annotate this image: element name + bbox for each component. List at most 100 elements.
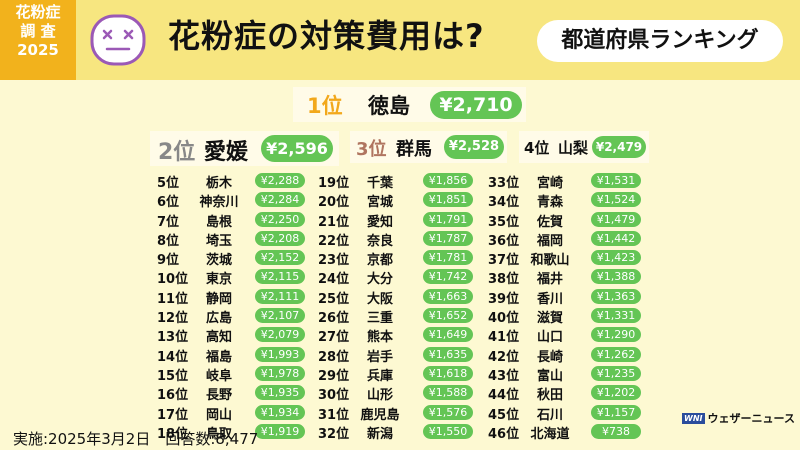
prefecture-name: 鳥取 bbox=[205, 426, 232, 442]
rank-number: 28位 bbox=[318, 349, 350, 365]
rank-4-label: 4位 bbox=[524, 139, 550, 157]
rank-3-label: 3位 bbox=[356, 139, 387, 160]
rank-3-pref: 群馬 bbox=[396, 139, 432, 160]
rank-1-value: ¥2,710 bbox=[430, 91, 522, 119]
cost-value-pill: ¥1,157 bbox=[591, 404, 641, 420]
prefecture-name: 富山 bbox=[536, 368, 563, 384]
cost-value-pill: ¥1,935 bbox=[255, 385, 305, 401]
dizzy-face-icon bbox=[90, 14, 146, 66]
rank-number: 16位 bbox=[157, 388, 189, 404]
cost-value-pill: ¥2,079 bbox=[255, 327, 305, 343]
rank-number: 32位 bbox=[318, 426, 350, 442]
prefecture-name: 高知 bbox=[205, 330, 232, 346]
cost-value-pill: ¥1,235 bbox=[591, 365, 641, 381]
cost-value-pill: ¥1,791 bbox=[423, 211, 473, 227]
prefecture-name: 佐賀 bbox=[536, 214, 563, 230]
cost-value-pill: ¥1,363 bbox=[591, 288, 641, 304]
badge-line-1: 花粉症 bbox=[15, 3, 61, 21]
prefecture-name: 愛知 bbox=[366, 214, 393, 230]
badge-line-2: 調 査 bbox=[20, 22, 56, 40]
rank-4-pref: 山梨 bbox=[558, 139, 589, 157]
weathernews-logo: WNI ウェザーニュース bbox=[682, 410, 795, 426]
cost-value-pill: ¥738 bbox=[591, 423, 641, 439]
prefecture-name: 福井 bbox=[536, 272, 563, 288]
logo-text: ウェザーニュース bbox=[707, 412, 795, 425]
cost-value-pill: ¥1,919 bbox=[255, 423, 305, 439]
cost-value-pill: ¥1,742 bbox=[423, 269, 473, 285]
cost-value-pill: ¥1,262 bbox=[591, 346, 641, 362]
survey-info: 実施:2025年3月2日 回答数:8,477 bbox=[13, 430, 259, 448]
cost-value-pill: ¥1,388 bbox=[591, 269, 641, 285]
prefecture-name: 岡山 bbox=[205, 407, 232, 423]
cost-value-pill: ¥1,423 bbox=[591, 250, 641, 266]
prefecture-name: 島根 bbox=[205, 214, 232, 230]
rank-number: 46位 bbox=[488, 426, 520, 442]
rank-number: 21位 bbox=[318, 214, 350, 230]
rank-number: 41位 bbox=[488, 330, 520, 346]
rank-number: 34位 bbox=[488, 195, 520, 211]
ranking-label: 都道府県ランキング bbox=[537, 20, 783, 62]
cost-value-pill: ¥1,588 bbox=[423, 385, 473, 401]
rank-number: 45位 bbox=[488, 407, 520, 423]
rank-number: 27位 bbox=[318, 330, 350, 346]
survey-badge: 花粉症 調 査 2025 bbox=[0, 0, 76, 80]
rank-number: 30位 bbox=[318, 388, 350, 404]
cost-value-pill: ¥1,993 bbox=[255, 346, 305, 362]
rank-number: 40位 bbox=[488, 311, 520, 327]
prefecture-name: 和歌山 bbox=[530, 253, 570, 269]
prefecture-name: 岩手 bbox=[366, 349, 393, 365]
prefecture-name: 兵庫 bbox=[366, 368, 393, 384]
cost-value-pill: ¥1,787 bbox=[423, 230, 473, 246]
cost-value-pill: ¥2,208 bbox=[255, 230, 305, 246]
prefecture-name: 埼玉 bbox=[205, 233, 232, 249]
rank-number: 38位 bbox=[488, 272, 520, 288]
prefecture-name: 岐阜 bbox=[205, 368, 232, 384]
rank-number: 36位 bbox=[488, 233, 520, 249]
badge-line-3: 2025 bbox=[17, 41, 59, 59]
prefecture-name: 宮崎 bbox=[536, 176, 563, 191]
rank-number: 37位 bbox=[488, 253, 520, 269]
rank-number: 10位 bbox=[157, 272, 189, 288]
cost-value-pill: ¥2,288 bbox=[255, 173, 305, 188]
prefecture-name: 静岡 bbox=[205, 291, 232, 307]
prefecture-name: 栃木 bbox=[205, 176, 232, 191]
rank-number: 7位 bbox=[157, 214, 180, 230]
rank-number: 18位 bbox=[157, 426, 189, 442]
rank-number: 20位 bbox=[318, 195, 350, 211]
cost-value-pill: ¥1,663 bbox=[423, 288, 473, 304]
rank-number: 22位 bbox=[318, 233, 350, 249]
prefecture-name: 大分 bbox=[366, 272, 393, 288]
cost-value-pill: ¥1,934 bbox=[255, 404, 305, 420]
rank-number: 9位 bbox=[157, 253, 180, 269]
prefecture-name: 新潟 bbox=[366, 426, 393, 442]
prefecture-name: 香川 bbox=[536, 291, 563, 307]
prefecture-name: 福岡 bbox=[536, 233, 563, 249]
cost-value-pill: ¥1,635 bbox=[423, 346, 473, 362]
rank-number: 35位 bbox=[488, 214, 520, 230]
cost-value-pill: ¥1,576 bbox=[423, 404, 473, 420]
rank-2-box: 2位 愛媛 ¥2,596 bbox=[150, 131, 339, 166]
cost-value-pill: ¥1,290 bbox=[591, 327, 641, 343]
rank-number: 19位 bbox=[318, 176, 350, 191]
cost-value-pill: ¥1,524 bbox=[591, 192, 641, 208]
prefecture-name: 宮城 bbox=[366, 195, 393, 211]
cost-value-pill: ¥1,331 bbox=[591, 308, 641, 324]
cost-value-pill: ¥1,851 bbox=[423, 192, 473, 208]
prefecture-name: 大阪 bbox=[366, 291, 393, 307]
cost-value-pill: ¥2,250 bbox=[255, 211, 305, 227]
rank-number: 8位 bbox=[157, 233, 180, 249]
rank-4-box: 4位 山梨 ¥2,479 bbox=[519, 131, 649, 163]
cost-value-pill: ¥1,479 bbox=[591, 211, 641, 227]
prefecture-name: 石川 bbox=[536, 407, 563, 423]
cost-value-pill: ¥2,107 bbox=[255, 308, 305, 324]
rank-3-box: 3位 群馬 ¥2,528 bbox=[350, 131, 507, 163]
prefecture-name: 福島 bbox=[205, 349, 232, 365]
prefecture-name: 鹿児島 bbox=[360, 407, 400, 423]
cost-value-pill: ¥1,442 bbox=[591, 230, 641, 246]
rank-number: 39位 bbox=[488, 291, 520, 307]
rank-number: 14位 bbox=[157, 349, 189, 365]
prefecture-name: 三重 bbox=[366, 311, 393, 327]
rank-1-box: 1位 徳島 ¥2,710 bbox=[293, 87, 526, 122]
cost-value-pill: ¥1,649 bbox=[423, 327, 473, 343]
rank-2-label: 2位 bbox=[158, 140, 196, 165]
